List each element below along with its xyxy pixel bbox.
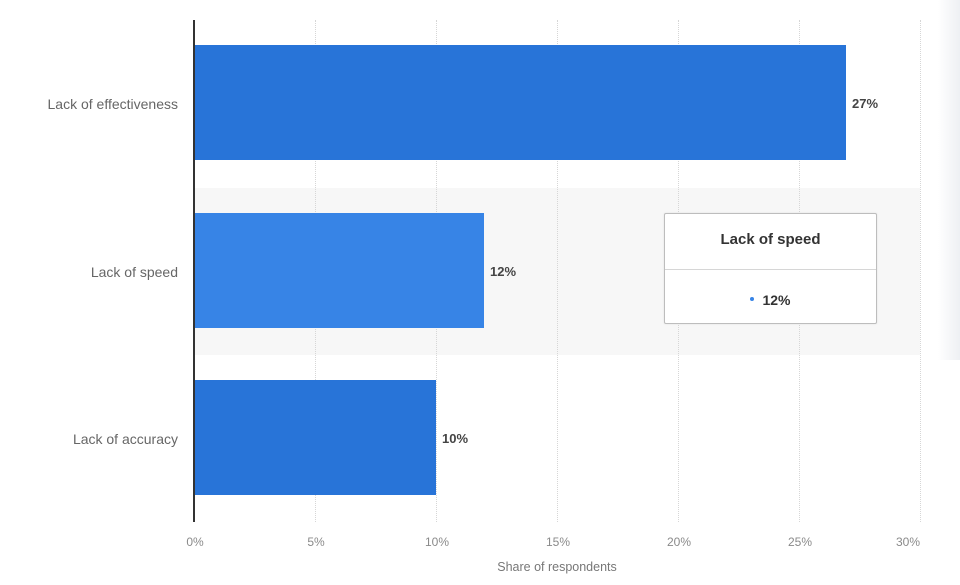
- x-tick-label: 30%: [895, 535, 921, 549]
- gridline-30: [920, 20, 921, 522]
- x-tick-label: 20%: [666, 535, 692, 549]
- bar-lack-of-accuracy[interactable]: [195, 380, 436, 495]
- x-axis-title: Share of respondents: [497, 560, 617, 574]
- bar-value-label: 10%: [442, 431, 469, 446]
- tooltip-body: 12%: [665, 270, 876, 323]
- bar-lack-of-speed[interactable]: [195, 213, 484, 328]
- category-label: Lack of effectiveness: [47, 96, 178, 112]
- series-dot-icon: [750, 297, 755, 302]
- tooltip-value: 12%: [762, 292, 791, 308]
- tooltip-title: Lack of speed: [665, 214, 876, 270]
- bar-value-label: 12%: [490, 264, 517, 279]
- bar-lack-of-effectiveness[interactable]: [195, 45, 846, 160]
- tooltip: Lack of speed 12%: [664, 213, 877, 324]
- x-tick-label: 15%: [545, 535, 571, 549]
- x-tick-label: 5%: [307, 535, 325, 549]
- category-label: Lack of accuracy: [72, 431, 178, 447]
- bar-value-label: 27%: [852, 96, 879, 111]
- right-edge-shadow: [938, 0, 960, 360]
- x-tick-label: 25%: [787, 535, 813, 549]
- x-tick-label: 0%: [186, 535, 204, 549]
- x-tick-label: 10%: [424, 535, 450, 549]
- y-axis-line: [193, 20, 195, 522]
- category-label: Lack of speed: [90, 264, 178, 280]
- gridline-15: [557, 20, 558, 522]
